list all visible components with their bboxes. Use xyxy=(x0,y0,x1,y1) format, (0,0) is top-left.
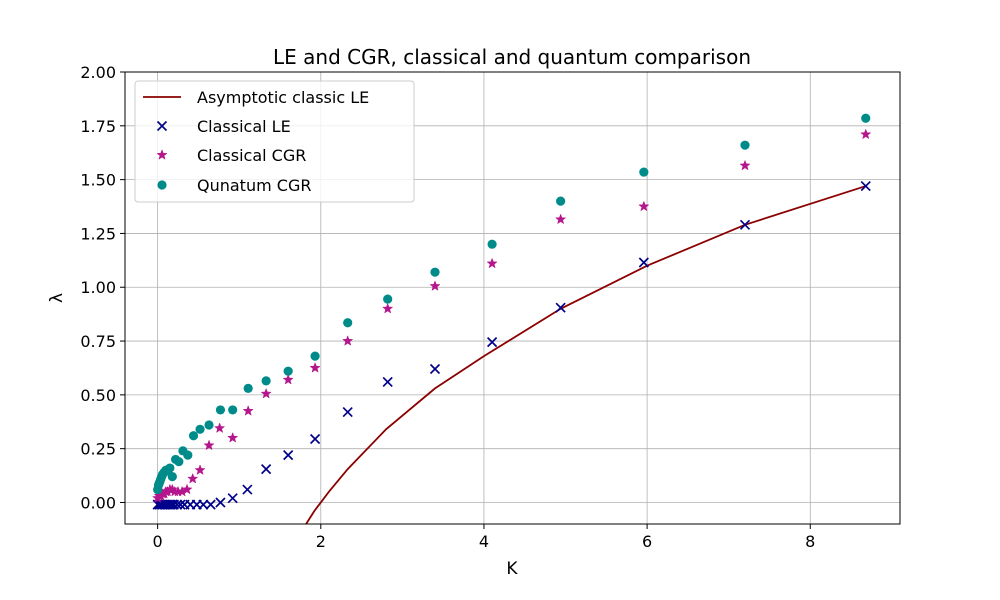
axis-ticks: 0 2 4 6 8 0.00 0.25 0.50 0.75 1.00 1.25 1.50 1.75 2.0… xyxy=(80,63,815,551)
classical-cgr-point xyxy=(638,200,650,212)
quantum-cgr-point xyxy=(283,366,293,376)
legend-label-asymptotic: Asymptotic classic LE xyxy=(197,88,369,107)
x-tick-label: 2 xyxy=(316,532,326,551)
classical-cgr-point xyxy=(242,405,254,416)
quantum-cgr-point xyxy=(639,167,649,177)
classical-cgr-point xyxy=(555,213,567,225)
classical-cgr-point xyxy=(429,280,441,291)
x-tick-label: 4 xyxy=(479,532,489,551)
classical-le-point xyxy=(198,499,209,510)
quantum-cgr-point xyxy=(165,463,175,473)
series-group xyxy=(152,180,871,510)
classical-cgr-point xyxy=(214,422,226,434)
y-tick-label: 0.00 xyxy=(80,493,116,512)
classical-le-point xyxy=(487,337,498,348)
y-tick-label: 0.50 xyxy=(80,386,116,405)
classical-le-point xyxy=(309,433,321,445)
classical-cgr-point xyxy=(187,472,199,484)
legend-marker xyxy=(156,149,168,160)
plot-series xyxy=(152,113,872,524)
legend-marker xyxy=(156,120,168,132)
classical-cgr-point xyxy=(181,483,193,495)
quantum-cgr-point xyxy=(167,472,177,482)
classical-le-point xyxy=(638,257,649,268)
classical-cgr-point xyxy=(309,362,321,373)
quantum-cgr-point xyxy=(430,267,440,277)
classical-cgr-point xyxy=(739,159,751,171)
y-tick-label: 0.75 xyxy=(80,332,116,351)
quantum-cgr-point xyxy=(188,431,199,441)
classical-le-point xyxy=(215,497,226,508)
classical-le-point xyxy=(172,499,183,510)
classical-le-point xyxy=(205,499,216,510)
legend-label-classical-cgr: Classical CGR xyxy=(197,146,306,165)
classical-cgr-point xyxy=(486,257,498,269)
legend-markers xyxy=(143,96,181,190)
quantum-cgr-point xyxy=(243,383,253,393)
quantum-cgr-point xyxy=(261,376,271,386)
quantum-cgr-point xyxy=(195,424,205,434)
classical-cgr-point xyxy=(860,128,872,140)
x-tick-label: 8 xyxy=(805,532,815,551)
asymptotic-line xyxy=(305,185,867,524)
classical-cgr-point xyxy=(227,431,239,443)
classical-le-point xyxy=(175,499,186,510)
classical-le-point xyxy=(342,406,353,418)
legend-box xyxy=(134,80,415,203)
y-tick-label: 0.25 xyxy=(80,440,116,459)
classical-le-point xyxy=(739,219,751,230)
quantum-cgr-point xyxy=(215,405,226,415)
y-tick-label: 2.00 xyxy=(80,63,116,82)
legend-label-classical-le: Classical LE xyxy=(197,117,291,136)
classical-le-point xyxy=(242,484,253,495)
plot-frame xyxy=(124,71,901,525)
classical-cgr-point xyxy=(203,439,215,451)
quantum-cgr-point xyxy=(383,294,393,304)
y-tick-label: 1.75 xyxy=(80,117,116,136)
quantum-cgr-point xyxy=(174,456,184,467)
x-axis-label: K xyxy=(506,559,518,579)
classical-le-point xyxy=(555,302,566,313)
quantum-cgr-point xyxy=(861,113,871,123)
classical-le-point xyxy=(860,180,871,192)
x-tick-label: 0 xyxy=(153,532,163,551)
classical-cgr-point xyxy=(282,373,294,385)
quantum-cgr-point xyxy=(228,405,238,415)
quantum-cgr-point xyxy=(343,318,353,328)
y-tick-label: 1.25 xyxy=(80,224,116,243)
series-group xyxy=(153,113,871,495)
legend: Asymptotic classic LE Classical LE Class… xyxy=(134,80,415,203)
classical-le-point xyxy=(382,376,393,388)
chart-title: LE and CGR, classical and quantum compar… xyxy=(273,45,751,69)
classical-le-point xyxy=(261,464,272,475)
quantum-cgr-point xyxy=(183,450,193,460)
series-group xyxy=(305,185,867,524)
classical-cgr-point xyxy=(194,464,206,475)
quantum-cgr-point xyxy=(487,239,497,249)
quantum-cgr-point xyxy=(740,140,750,150)
classical-le-point xyxy=(227,493,238,504)
classical-cgr-point xyxy=(342,335,354,346)
legend-label-quantum-cgr: Qunatum CGR xyxy=(197,176,311,195)
classical-le-point xyxy=(429,363,441,375)
classical-cgr-point xyxy=(382,302,394,314)
y-axis-label: λ xyxy=(47,293,67,303)
y-tick-label: 1.00 xyxy=(80,278,116,297)
classical-le-point xyxy=(283,450,294,461)
quantum-cgr-point xyxy=(204,420,214,430)
legend-marker xyxy=(157,180,167,190)
y-tick-label: 1.50 xyxy=(80,171,116,190)
series-group xyxy=(152,128,872,503)
quantum-cgr-point xyxy=(556,196,566,206)
classical-cgr-point xyxy=(260,387,272,399)
x-tick-label: 6 xyxy=(642,532,652,551)
quantum-cgr-point xyxy=(310,351,320,361)
